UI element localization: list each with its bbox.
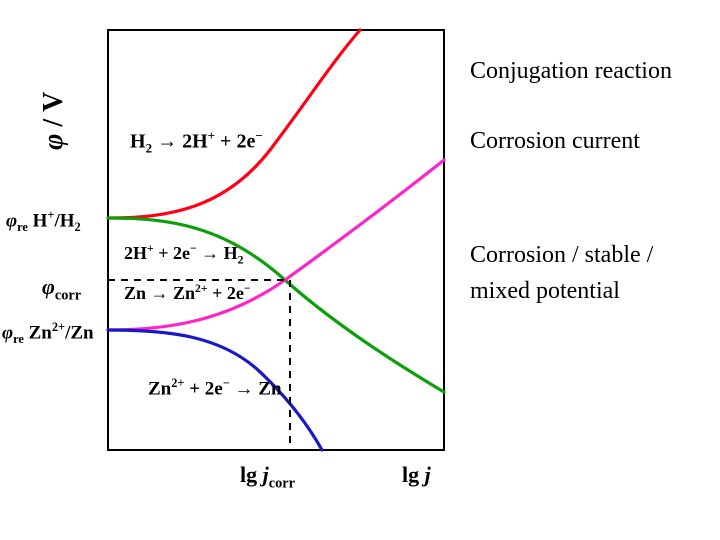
annotation-pot2: mixed potential [470,278,620,305]
x-axis-label-lgjcorr: lg jcorr [240,462,295,492]
y-axis-label: φ / V [38,92,70,150]
curve-label-zn_fwd: Zn → Zn2+ + 2e− [124,282,250,304]
curve-label-h2_fwd: H2 → 2H+ + 2e− [130,128,263,157]
annotation-conj: Conjugation reaction [470,58,672,85]
annotation-icorr: Corrosion current [470,128,640,155]
ytick-label-phi_re_zn: φre Zn2+/Zn [2,320,94,347]
x-axis-label-lgj: lg j [402,462,431,488]
annotation-pot1: Corrosion / stable / [470,242,653,269]
ytick-label-phi_corr: φcorr [42,274,81,304]
curve-label-zn_rev: Zn2+ + 2e− → Zn [148,376,282,400]
ytick-label-phi_re_h: φre H+/H2 [6,208,81,235]
curve-label-h2_rev: 2H+ + 2e− → H2 [124,242,243,267]
